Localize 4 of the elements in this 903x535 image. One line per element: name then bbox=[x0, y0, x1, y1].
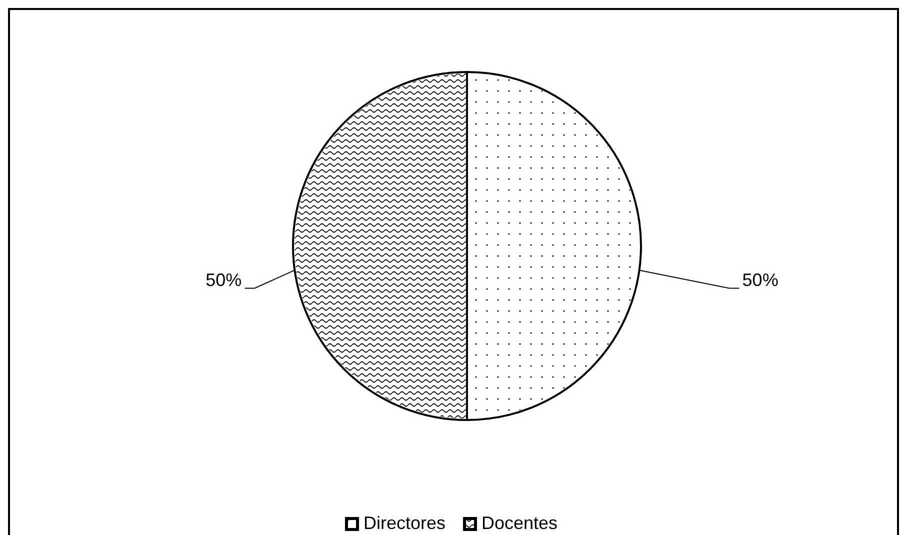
legend-label: Directores bbox=[363, 513, 446, 534]
data-label: 50% bbox=[742, 270, 778, 290]
legend-label: Docentes bbox=[481, 513, 558, 534]
data-label: 50% bbox=[206, 270, 242, 290]
